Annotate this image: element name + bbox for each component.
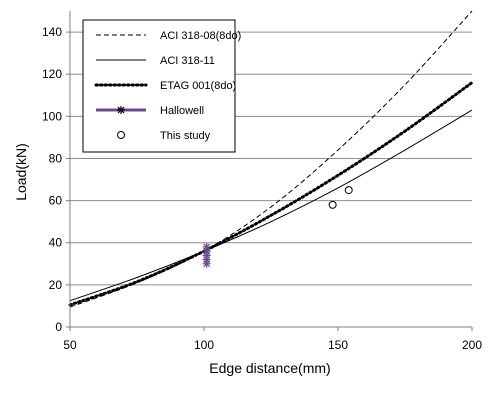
y-tick-label: 140 [42, 25, 62, 39]
legend-label-etag-001-8do: ETAG 001(8do) [160, 80, 236, 92]
hallowell-point [202, 259, 211, 268]
series-line-aci-318-11 [69, 109, 473, 302]
x-tick-label: 100 [194, 338, 214, 352]
legend-label-this-study: This study [160, 130, 211, 142]
x-axis-title: Edge distance(mm) [209, 360, 330, 376]
axes [66, 11, 473, 331]
y-tick-label: 80 [49, 151, 63, 165]
tick-labels: 0 20 40 60 80 100 120 140 50 100 150 200 [42, 25, 482, 352]
series-line-etag-001-8do [68, 81, 474, 307]
legend: ACI 318-08(8do) ACI 318-11 ETAG 001(8do) Ha… [82, 19, 241, 153]
series-layer [68, 10, 474, 308]
y-tick-label: 120 [42, 67, 62, 81]
y-tick-label: 20 [49, 278, 63, 292]
y-tick-label: 40 [49, 236, 63, 250]
y-axis-title: Load(kN) [13, 143, 29, 201]
this-study-point [328, 200, 337, 209]
legend-label-hallowell: Hallowell [160, 105, 204, 117]
this-study-point [344, 186, 353, 195]
legend-swatch-this-study [117, 131, 125, 139]
legend-label-aci-318-11: ACI 318-11 [160, 55, 215, 67]
legend-marker-hallowell [117, 106, 125, 114]
legend-box [82, 19, 236, 153]
y-tick-label: 0 [55, 320, 62, 334]
y-tick-label: 100 [42, 109, 62, 123]
y-tick-label: 60 [49, 194, 63, 208]
x-tick-label: 50 [63, 338, 77, 352]
x-tick-label: 200 [462, 338, 482, 352]
legend-label-aci-318-08-8do: ACI 318-08(8do) [160, 30, 241, 42]
x-tick-label: 150 [328, 338, 348, 352]
